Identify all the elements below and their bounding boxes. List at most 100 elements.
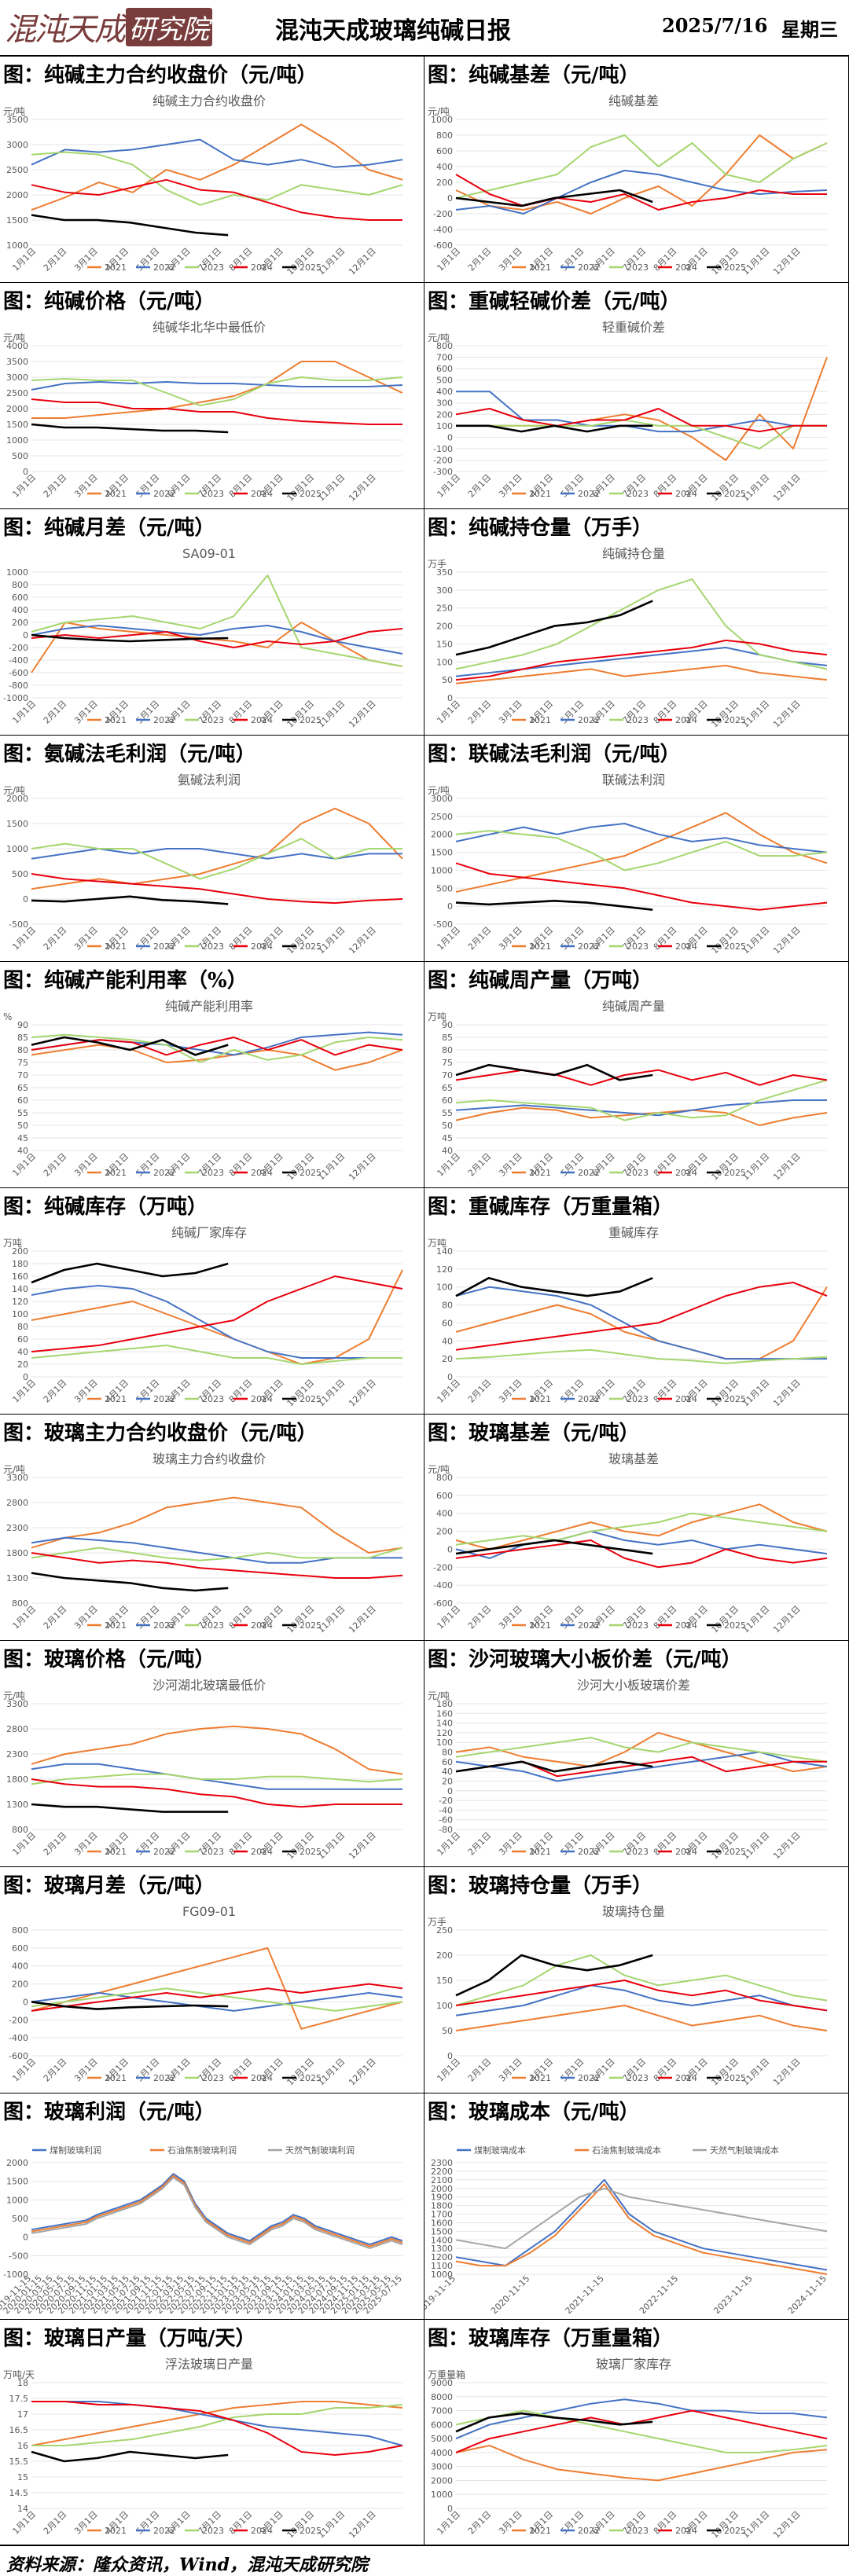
series-line [31, 361, 403, 419]
legend-label: 2023 [627, 1168, 649, 1178]
series-line [455, 1063, 653, 1081]
y-tick-label: 1000 [431, 2490, 453, 2500]
legend-label: 2022 [153, 715, 175, 725]
y-tick-label: 250 [436, 1925, 453, 1936]
series-line [455, 1737, 828, 1763]
y-tick-label: 140 [12, 1284, 28, 1294]
panel-title: 图：氨碱法毛利润（元/吨） [3, 743, 256, 766]
series-line [455, 1756, 827, 1778]
x-tick-label: 3月1日 [72, 925, 100, 952]
y-tick-label: 70 [17, 1070, 28, 1081]
legend-label: 2021 [529, 2073, 551, 2083]
panel-title: 图：玻璃日产量（万吨/天） [3, 2327, 256, 2350]
chart-title: 纯碱产能利用率 [165, 999, 253, 1014]
y-tick-label: -60 [439, 1815, 453, 1826]
x-tick-label: 2月1日 [42, 2057, 69, 2084]
x-tick-label: 12月1日 [347, 699, 378, 729]
x-tick-label: 12月1日 [347, 1604, 378, 1635]
y-tick-label: 500 [436, 883, 453, 894]
report-date: 2025/7/16 [662, 14, 768, 37]
y-tick-label: 80 [17, 1322, 28, 1332]
y-tick-label: -200 [9, 2015, 28, 2025]
y-tick-label: 200 [436, 1527, 453, 1537]
legend-label: 2022 [578, 1847, 600, 1857]
y-tick-label: -200 [433, 209, 453, 219]
legend-label: 2025 [724, 2073, 746, 2083]
series-line [31, 398, 402, 425]
legend-label: 2025 [724, 262, 746, 273]
y-tick-label: -500 [9, 919, 28, 930]
chart-title: 纯碱持仓量 [602, 546, 665, 561]
y-tick-label: 100 [12, 1309, 28, 1319]
series-line [31, 178, 402, 221]
y-tick-label: -20 [439, 1796, 453, 1806]
chart-title: 纯碱厂家库存 [171, 1225, 247, 1240]
x-tick-label: 2月1日 [466, 472, 494, 500]
y-tick-label: 90 [17, 1020, 28, 1030]
y-tick-label: 100 [436, 421, 453, 431]
x-tick-label: 2月1日 [42, 925, 69, 952]
report-header: 混沌天成 研究院 混沌天成玻璃纯碱日报 2025/7/16 星期三 [0, 0, 849, 57]
series-line [455, 812, 828, 893]
series-line [31, 123, 403, 211]
y-tick-label: 15.5 [9, 2457, 29, 2467]
series-line [455, 900, 653, 911]
legend-label: 2025 [300, 2526, 322, 2536]
y-tick-label: 120 [436, 1728, 453, 1738]
legend-label: 2024 [251, 2073, 273, 2083]
series-line [455, 1282, 828, 1351]
y-tick-label: 2800 [6, 1724, 28, 1734]
legend-label: 2021 [529, 1847, 551, 1857]
y-tick-label: 200 [12, 1246, 28, 1257]
chart-title: 轻重碱价差 [602, 320, 665, 335]
series-line [31, 2001, 229, 2010]
legend-label: 2021 [105, 1620, 127, 1631]
series-line [31, 1345, 402, 1365]
panel-title: 图：重碱库存（万重量箱） [428, 1195, 674, 1219]
series-line [31, 1275, 403, 1352]
y-tick-label: 1400 [431, 2235, 453, 2245]
legend-label: 2024 [251, 715, 273, 725]
chart-panel: 图：玻璃基差（元/吨） 玻璃基差 元/吨 -600 -400 -200 0 200 400 600… [424, 1415, 849, 1641]
legend-label: 2023 [202, 941, 224, 952]
series-line [455, 1069, 828, 1086]
y-tick-label: 50 [442, 675, 453, 685]
x-tick-label: 3月1日 [497, 1604, 524, 1631]
y-tick-label: 55 [442, 1108, 453, 1118]
legend-label: 2022 [578, 1394, 600, 1404]
series-line [31, 1044, 403, 1071]
chart-panel: 图：玻璃价格（元/吨） 沙河湖北玻璃最低价 元/吨 800 1300 1800 2300 28… [0, 1641, 424, 1867]
series-line [31, 1992, 403, 2012]
y-tick-label: 0 [447, 1544, 453, 1554]
y-tick-label: 100 [436, 657, 453, 667]
x-tick-label: 2月1日 [42, 1151, 69, 1179]
y-tick-label: 400 [436, 1509, 453, 1519]
legend-label: 2024 [675, 1847, 697, 1857]
logo-badge: 研究院 [126, 7, 212, 46]
x-tick-label: 3月1日 [72, 1378, 100, 1405]
series-line [31, 2404, 403, 2446]
series-line [31, 214, 229, 237]
chart-title: 纯碱基差 [608, 94, 659, 108]
legend-label: 2023 [627, 2526, 649, 2536]
y-tick-label: 60 [442, 1757, 453, 1767]
series-line [455, 174, 827, 211]
x-tick-label: 2月1日 [466, 1151, 494, 1179]
x-tick-label: 3月1日 [72, 2057, 100, 2084]
x-tick-label: 2月1日 [466, 2057, 494, 2084]
series-line [455, 170, 828, 215]
panel-title: 图：玻璃成本（元/吨） [428, 2101, 640, 2124]
y-tick-label: 6000 [431, 2420, 453, 2430]
y-tick-label: 5000 [431, 2434, 453, 2444]
legend-label: 2022 [578, 1620, 600, 1631]
y-tick-label: 9000 [431, 2378, 453, 2388]
chart-title: 玻璃主力合约收盘价 [153, 1451, 266, 1466]
chart-title: 沙河大小板玻璃价差 [577, 1678, 690, 1693]
series-line [455, 2409, 828, 2453]
y-tick-label: 800 [436, 130, 453, 141]
legend-label: 石油焦制玻璃成本 [592, 2145, 661, 2156]
series-line [455, 2005, 828, 2031]
y-tick-label: 160 [12, 1271, 28, 1282]
